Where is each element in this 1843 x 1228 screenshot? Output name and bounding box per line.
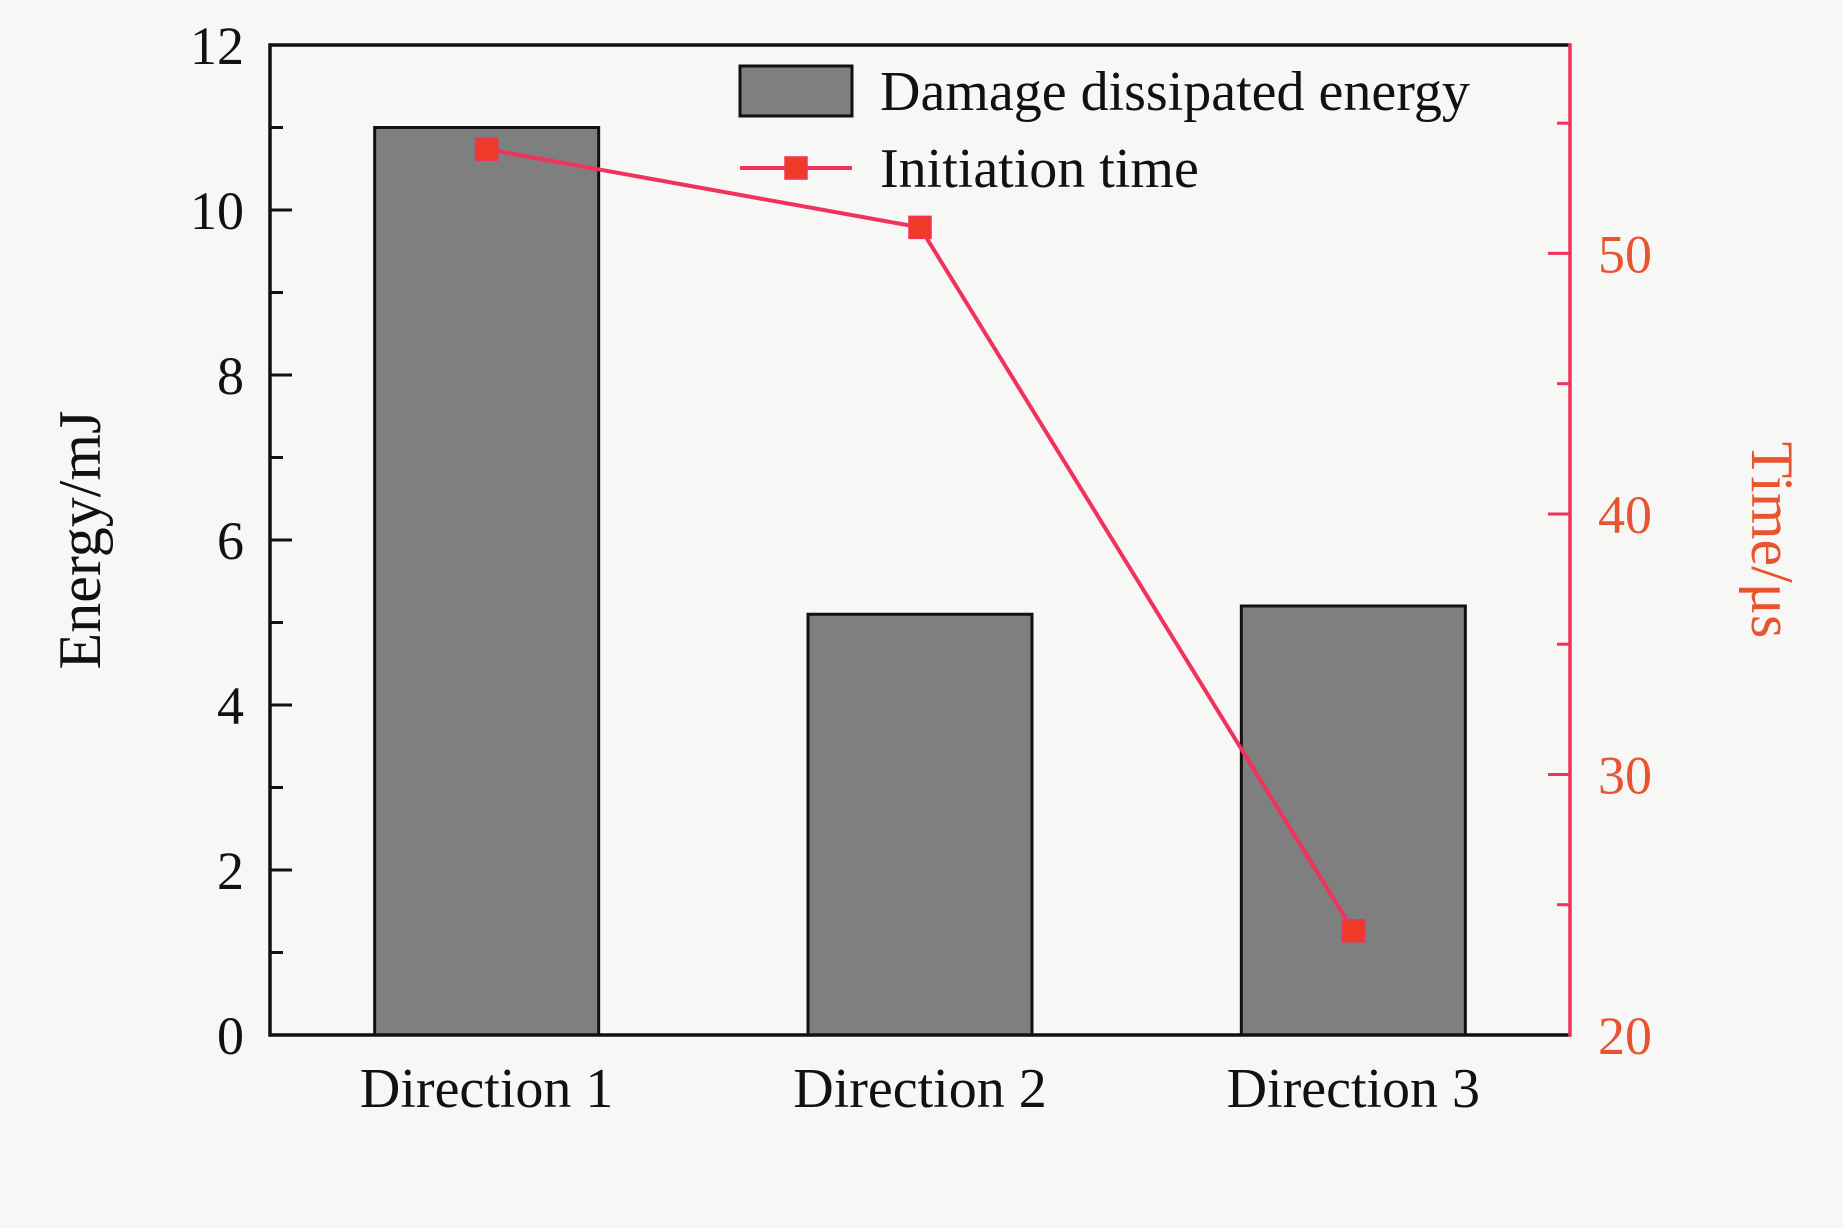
right-tick-label: 50 bbox=[1598, 224, 1652, 284]
bar-direction-3 bbox=[1239, 604, 1467, 1037]
bar-direction-1 bbox=[373, 126, 601, 1037]
x-label-direction-2: Direction 2 bbox=[793, 1058, 1046, 1120]
right-tick-label: 30 bbox=[1598, 745, 1652, 805]
left-tick-label: 6 bbox=[217, 511, 244, 571]
marker-direction-2 bbox=[908, 215, 932, 240]
right-tick-label: 20 bbox=[1598, 1006, 1652, 1066]
x-label-direction-3: Direction 3 bbox=[1227, 1058, 1480, 1120]
marker-direction-1 bbox=[474, 137, 499, 161]
legend-label-damage-dissipated-energy: Damage dissipated energy bbox=[880, 61, 1470, 123]
left-tick-label: 2 bbox=[217, 841, 244, 901]
bar-direction-2 bbox=[806, 612, 1034, 1037]
right-axis-title: Time/μs bbox=[1739, 442, 1805, 639]
left-tick-label: 8 bbox=[217, 346, 244, 406]
left-tick-label: 12 bbox=[190, 16, 244, 76]
legend-label-initiation-time: Initiation time bbox=[880, 138, 1199, 200]
marker-direction-3 bbox=[1341, 919, 1366, 943]
legend-bar-swatch bbox=[738, 64, 854, 118]
left-tick-label: 10 bbox=[190, 181, 244, 241]
legend-marker-swatch bbox=[784, 156, 808, 180]
left-axis-title: Energy/mJ bbox=[47, 411, 113, 670]
x-label-direction-1: Direction 1 bbox=[360, 1058, 613, 1120]
right-tick-label: 40 bbox=[1598, 485, 1652, 545]
left-tick-label: 0 bbox=[217, 1006, 244, 1066]
left-tick-label: 4 bbox=[217, 676, 244, 736]
